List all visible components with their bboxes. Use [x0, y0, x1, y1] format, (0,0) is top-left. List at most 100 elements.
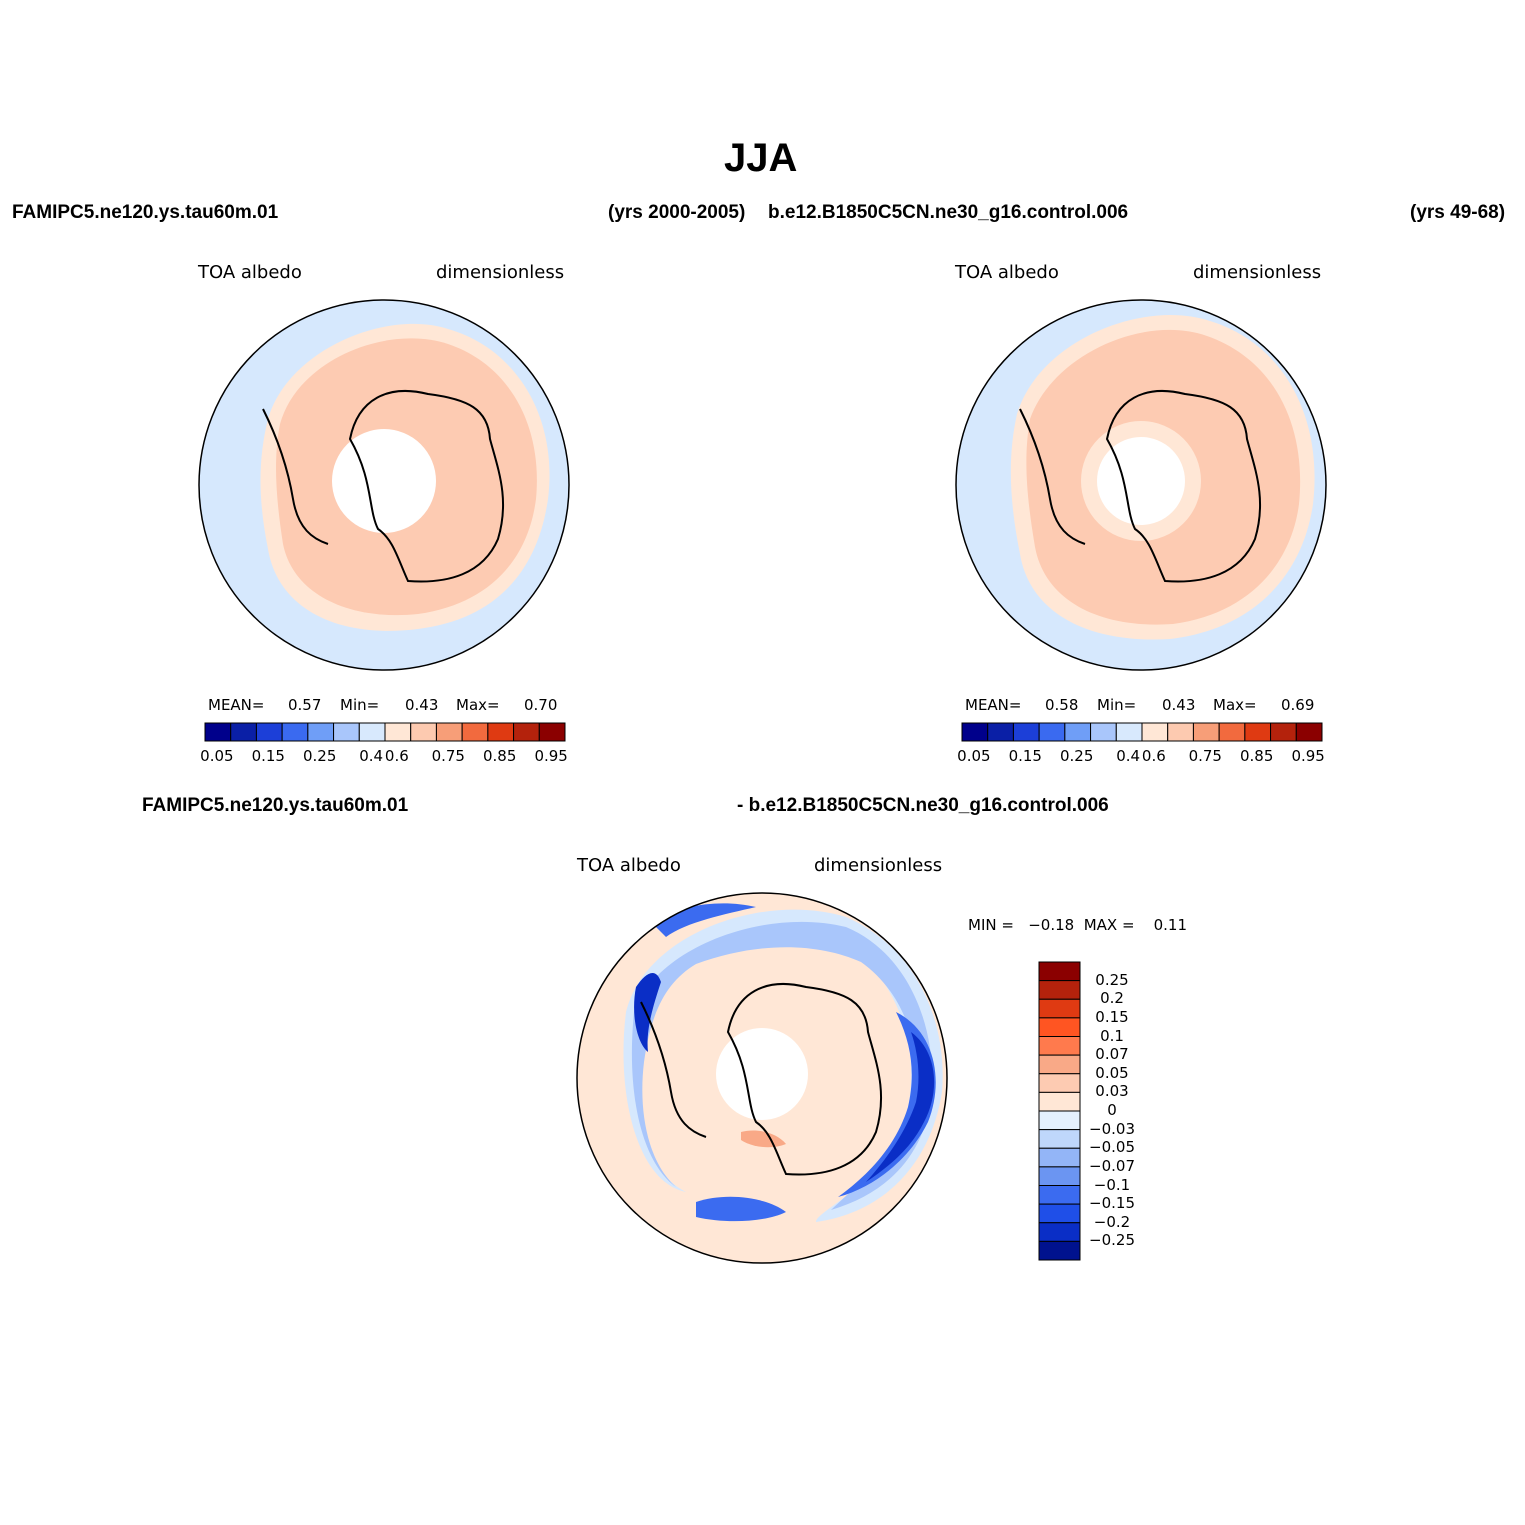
panel3-colorbar-swatch — [1038, 1110, 1081, 1131]
panel3-colorbar-label: −0.2 — [1093, 1212, 1131, 1231]
panel3-peninsula-coastline — [640, 1001, 707, 1138]
panel3-colorbar-swatch — [1038, 1073, 1081, 1093]
figure-title: JJA — [724, 136, 798, 180]
panel3-colorbar-label: 0.25 — [1095, 970, 1129, 989]
panel3-colorbar-swatch — [1038, 980, 1081, 1000]
panel1-colorbar-swatch — [513, 722, 540, 742]
panel3-colorbar-swatch — [1038, 1017, 1081, 1037]
panel3-colorbar-label: 0.15 — [1095, 1007, 1129, 1026]
panel3-colorbar-label: −0.15 — [1089, 1194, 1135, 1213]
panel2-colorbar-tick-label: 0.4 — [1116, 747, 1141, 765]
panel1-colorbar-swatch — [230, 722, 257, 742]
panel3-colorbar-swatch — [1038, 1147, 1081, 1168]
panel3-minmax: MIN = −0.18 MAX = 0.11 — [968, 916, 1188, 934]
panel3-negative-south — [696, 1196, 786, 1222]
panel3-negative-east — [838, 1012, 936, 1197]
panel2-colorbar-swatch — [1218, 722, 1246, 742]
panel3-colorbar-swatch — [1038, 1036, 1081, 1056]
panel2-colorbar-tick-label: 0.15 — [1008, 747, 1042, 765]
panel1-colorbar-swatch — [487, 722, 515, 742]
panel1-colorbar-swatch — [307, 722, 335, 742]
panel1-min-label: Min= — [340, 696, 380, 714]
panel1-colorbar-swatch — [204, 722, 232, 742]
panel1-colorbar-swatch — [281, 722, 309, 742]
panel2-units-label: dimensionless — [1193, 262, 1322, 283]
panel3-variable-label: TOA albedo — [577, 855, 681, 876]
panel3-colorbar-swatch — [1038, 998, 1081, 1019]
panel2-polar-map — [955, 299, 1327, 671]
panel1-antarctica-coastline — [348, 390, 505, 583]
panel1-colorbar-swatch — [461, 722, 489, 742]
panel2-colorbar-swatch — [1167, 722, 1194, 742]
panel1-colorbar-ticks: 0.05 0.15 0.25 0.4 0.6 0.75 0.85 0.95 — [200, 747, 568, 767]
panel2-colorbar-tick-label: 0.05 — [957, 747, 991, 765]
panel1-colorbar-tick-label: 0.25 — [303, 747, 337, 765]
panel3-negative-west — [634, 972, 661, 1052]
panel3-colorbar-swatch — [1038, 1185, 1081, 1205]
panel3-colorbar-swatch — [1038, 1091, 1081, 1112]
panel3-colorbar-swatch — [1038, 1054, 1081, 1075]
panel2-colorbar-swatch — [1115, 722, 1143, 742]
panel2-colorbar-swatch — [1295, 722, 1323, 742]
diff-case-a: FAMIPC5.ne120.ys.tau60m.01 — [142, 795, 409, 816]
panel3-negative-east-core — [866, 1032, 935, 1182]
panel2-colorbar-ticks: 0.05 0.15 0.25 0.4 0.6 0.75 0.85 0.95 — [957, 747, 1325, 767]
panel2-colorbar-swatch — [1090, 722, 1117, 742]
left-case-name: FAMIPC5.ne120.ys.tau60m.01 — [12, 202, 279, 223]
panel3-colorbar-label: 0.2 — [1100, 989, 1124, 1008]
panel2-colorbar-tick-label: 0.25 — [1060, 747, 1094, 765]
panel1-max-value: 0.70 — [524, 696, 558, 714]
panel2-min-value: 0.43 — [1162, 696, 1196, 714]
panel3-colorbar-swatch — [1038, 1222, 1081, 1242]
panel1-colorbar-tick-label: 0.05 — [200, 747, 234, 765]
panel2-colorbar-tick-label: 0.6 — [1141, 747, 1166, 765]
panel2-colorbar-swatch — [1192, 722, 1220, 742]
panel3-colorbar-label: −0.05 — [1089, 1138, 1135, 1157]
panel2-min-label: Min= — [1097, 696, 1137, 714]
panel1-variable-label: TOA albedo — [198, 262, 302, 283]
panel1-polar-gap — [332, 429, 436, 533]
panel2-peninsula-coastline — [1019, 408, 1086, 545]
panel3-difference-map — [576, 892, 948, 1264]
panel3-colorbar-labels: 0.25 0.2 0.15 0.1 0.07 0.05 0.03 0 −0.03 −0.05 −0.… — [1084, 961, 1164, 1261]
diff-case-b: - b.e12.B1850C5CN.ne30_g16.control.006 — [737, 795, 1109, 816]
panel1-min-value: 0.43 — [405, 696, 439, 714]
panel3-colorbar — [1038, 961, 1081, 1261]
panel3-colorbar-label: −0.07 — [1089, 1156, 1135, 1175]
panel1-colorbar-swatch — [435, 722, 463, 742]
panel3-colorbar-label: −0.25 — [1089, 1231, 1135, 1250]
panel1-max-label: Max= — [456, 696, 500, 714]
panel2-colorbar-swatch — [1141, 722, 1169, 742]
panel3-colorbar-label: −0.1 — [1093, 1175, 1131, 1194]
panel1-colorbar-tick-label: 0.95 — [534, 747, 568, 765]
panel1-colorbar-tick-label: 0.6 — [384, 747, 409, 765]
right-case-years: (yrs 49-68) — [1410, 202, 1506, 223]
panel2-max-value: 0.69 — [1281, 696, 1315, 714]
panel2-colorbar-swatch — [961, 722, 989, 742]
panel2-map-border — [955, 299, 1327, 671]
panel2-max-label: Max= — [1213, 696, 1257, 714]
panel2-variable-label: TOA albedo — [955, 262, 1059, 283]
panel3-colorbar-label: 0.03 — [1095, 1082, 1129, 1101]
panel3-colorbar-swatch — [1038, 961, 1081, 982]
panel3-colorbar-label: 0 — [1107, 1101, 1117, 1119]
panel2-colorbar-swatch — [1012, 722, 1040, 742]
panel2-colorbar-swatch — [1244, 722, 1272, 742]
panel3-colorbar-label: 0.1 — [1100, 1026, 1124, 1045]
panel1-colorbar-swatch — [384, 722, 412, 742]
panel3-colorbar-swatch — [1038, 1240, 1081, 1261]
panel3-positive-patch — [741, 1130, 786, 1148]
panel2-antarctica-coastline — [1105, 390, 1262, 583]
right-case-name: b.e12.B1850C5CN.ne30_g16.control.006 — [768, 202, 1129, 223]
panel3-colorbar-label: 0.07 — [1095, 1045, 1129, 1064]
panel2-colorbar-swatch — [1270, 722, 1297, 742]
panel3-polar-gap — [716, 1028, 808, 1120]
panel1-colorbar — [204, 722, 566, 742]
panel2-colorbar-tick-label: 0.85 — [1240, 747, 1274, 765]
panel2-colorbar-swatch — [987, 722, 1014, 742]
panel1-peninsula-coastline — [262, 408, 329, 545]
panel2-colorbar-swatch — [1064, 722, 1092, 742]
panel1-polar-map — [198, 299, 570, 671]
panel3-colorbar-swatch — [1038, 1203, 1081, 1224]
panel3-colorbar-label: 0.05 — [1095, 1063, 1129, 1082]
